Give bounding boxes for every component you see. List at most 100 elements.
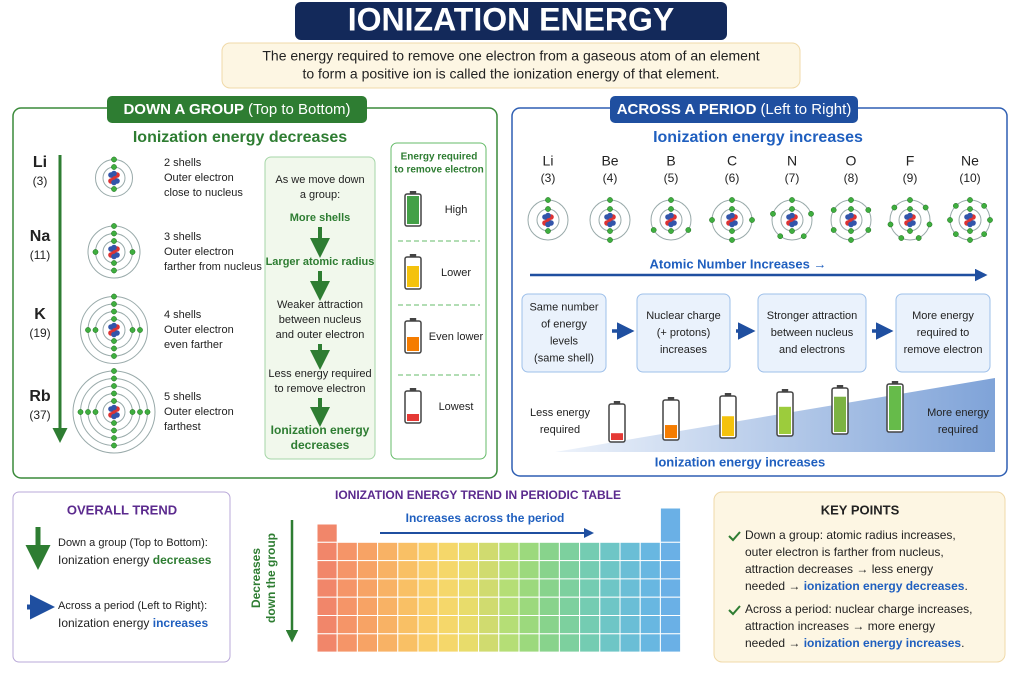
label: between nucleus: [279, 314, 362, 326]
element-number: (7): [785, 171, 800, 185]
step-box: [895, 293, 991, 373]
label-part: Ionization energy: [58, 553, 153, 567]
electron: [111, 338, 117, 344]
electron: [129, 327, 136, 333]
table-cell: [336, 615, 358, 635]
check: [728, 605, 741, 616]
electron: [947, 217, 953, 223]
element-symbol: Na: [30, 228, 51, 245]
electron: [111, 368, 117, 374]
table-cell: [619, 615, 641, 635]
energy-level: High: [445, 204, 468, 216]
label-part: increases: [153, 616, 209, 630]
table-cell: [498, 633, 520, 653]
table-cell: [336, 578, 358, 598]
table-cell: [518, 633, 540, 653]
element-symbol: Li: [33, 154, 47, 171]
label: Across a period: nuclear charge increase…: [745, 602, 972, 616]
table-cell: [518, 615, 540, 635]
electron: [777, 233, 784, 240]
label: to remove electron: [274, 383, 365, 395]
electron: [607, 237, 613, 243]
label: between nucleus: [771, 327, 854, 339]
label: Increases across the period: [406, 511, 565, 525]
intro-box: [221, 42, 801, 89]
label: Ionization energy: [271, 423, 370, 437]
nucleon: [907, 221, 913, 228]
electron: [77, 409, 84, 415]
element-description: 3 shells: [164, 231, 202, 243]
nucleon: [668, 212, 674, 219]
element-symbol: F: [906, 153, 915, 169]
element-symbol: O: [846, 153, 857, 169]
element-number: (37): [29, 408, 50, 422]
table-cell: [457, 560, 480, 580]
table-cell: [377, 633, 399, 653]
table-cell: [558, 578, 581, 598]
electron: [967, 206, 973, 212]
electron: [729, 237, 735, 243]
nucleon: [967, 221, 973, 228]
table-cell: [599, 578, 621, 598]
electron: [607, 197, 613, 203]
table-cell: [417, 560, 439, 580]
label: As we move down: [275, 174, 364, 186]
table-cell: [558, 596, 581, 617]
table-cell: [558, 633, 581, 653]
label: More energy: [927, 407, 989, 419]
label-part: decreases: [153, 553, 212, 567]
table-cell: [579, 633, 601, 653]
table-cell: [356, 541, 379, 562]
electron: [709, 217, 715, 223]
table-cell: [316, 541, 338, 562]
nucleon: [668, 221, 674, 228]
label-part: ionization energy decreases: [804, 579, 965, 593]
battery-level: [407, 414, 419, 421]
table-cell: [579, 615, 601, 635]
table-cell: [437, 596, 459, 617]
electron: [770, 210, 776, 217]
table-cell: [579, 578, 601, 598]
electron: [729, 206, 735, 212]
label: OVERALL TREND: [67, 502, 177, 517]
overall-box: [12, 491, 231, 663]
energy-level: Lower: [441, 267, 471, 279]
label-part: (Left to Right): [760, 101, 851, 118]
label: Larger atomic radius: [266, 256, 375, 268]
table-cell: [336, 596, 358, 617]
electron: [789, 197, 795, 203]
label-part: ACROSS A PERIOD: [617, 101, 757, 118]
electron: [891, 204, 898, 211]
label: increases: [660, 344, 708, 356]
electron: [865, 207, 872, 213]
label: needed → ionization energy increases.: [745, 636, 964, 650]
nucleon: [607, 221, 613, 228]
electron: [907, 228, 913, 234]
battery-level: [722, 416, 734, 436]
label: KEY POINTS: [821, 502, 900, 517]
electron: [545, 206, 551, 212]
element-symbol: Rb: [29, 388, 51, 405]
electron: [848, 197, 854, 203]
electron: [887, 221, 894, 228]
electron: [907, 206, 913, 212]
table-cell: [478, 560, 500, 580]
label: required to: [917, 327, 970, 339]
table-cell: [417, 633, 439, 653]
table-cell: [639, 633, 661, 653]
table-cell: [498, 560, 520, 580]
element-symbol: C: [727, 153, 737, 169]
table-cell: [377, 541, 399, 562]
table-cell: [437, 560, 459, 580]
electron: [981, 231, 987, 237]
table-cell: [397, 560, 419, 580]
label: of energy: [541, 318, 587, 330]
element-description: 4 shells: [164, 309, 202, 321]
table-cell: [498, 615, 520, 635]
table-cell: [619, 596, 641, 617]
electron: [907, 197, 913, 203]
label: Down a group (Top to Bottom):: [58, 537, 208, 549]
check: [728, 531, 741, 542]
element-number: (3): [541, 171, 556, 185]
